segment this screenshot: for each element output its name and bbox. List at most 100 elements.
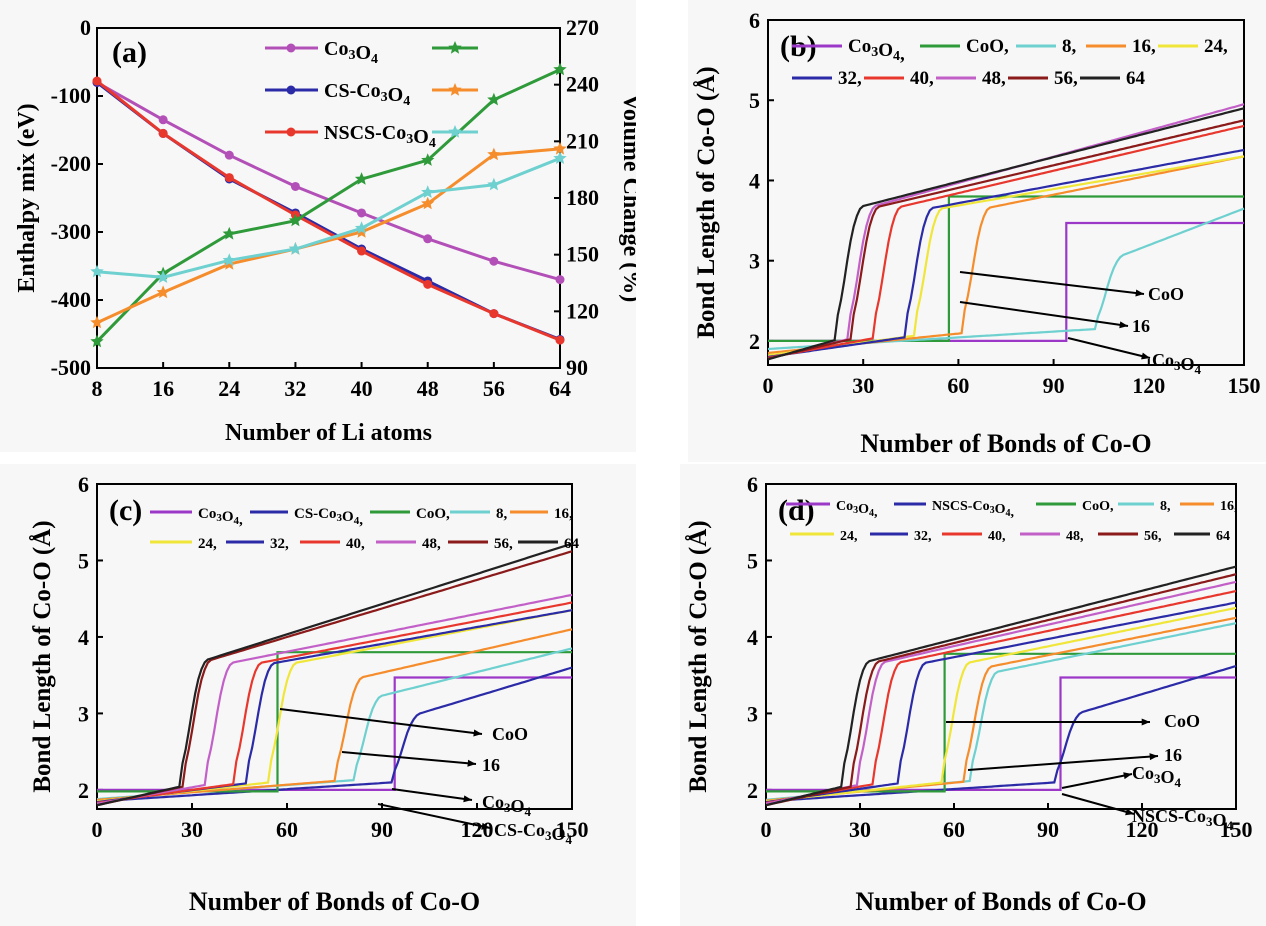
data-point bbox=[489, 256, 499, 266]
data-point bbox=[224, 173, 234, 183]
data-point bbox=[553, 151, 567, 164]
legend-label: 8, bbox=[1062, 36, 1077, 57]
y-tick-label: 4 bbox=[749, 168, 760, 193]
y-tick-label: -300 bbox=[51, 219, 91, 244]
legend-marker bbox=[286, 43, 296, 53]
y2-axis-title: Volume Change (%) bbox=[618, 94, 636, 302]
annotation-arrowhead bbox=[1119, 321, 1128, 329]
x-tick-label: 150 bbox=[556, 817, 589, 842]
annotation-arrowhead bbox=[467, 759, 476, 767]
y2-tick-label: 210 bbox=[566, 128, 599, 153]
y-tick-label: 4 bbox=[747, 625, 758, 650]
legend-label: 56, bbox=[1054, 68, 1078, 89]
legend-label: 48, bbox=[982, 68, 1006, 89]
x-tick-label: 40 bbox=[351, 376, 373, 401]
data-point bbox=[421, 185, 435, 198]
data-point bbox=[288, 242, 303, 255]
data-point bbox=[357, 246, 367, 256]
chart-c-svg: 0 30 60 90 120 150 2 3 4 5 6 Number of Bonds of Co-… bbox=[28, 472, 589, 916]
y-axis-title: Enthalpy mix (eV) bbox=[14, 103, 40, 292]
series-line bbox=[97, 676, 572, 791]
legend-label: 16, bbox=[554, 506, 573, 522]
data-point bbox=[553, 62, 567, 76]
x-tick-label: 90 bbox=[1037, 817, 1059, 842]
annotation-arrow bbox=[279, 708, 483, 735]
annotation-arrow bbox=[1067, 337, 1151, 359]
data-point bbox=[421, 153, 435, 166]
y-tick-label: 6 bbox=[749, 8, 760, 33]
plot-frame bbox=[765, 483, 1237, 810]
x-tick-label: 30 bbox=[852, 373, 874, 398]
x-tick-label: 60 bbox=[276, 817, 298, 842]
annotation-label: CoO bbox=[492, 724, 528, 744]
annotation-label: Co3O4 bbox=[1152, 350, 1202, 377]
data-point bbox=[90, 264, 104, 278]
y-tick-label: 5 bbox=[747, 548, 758, 573]
legend-label: 8, bbox=[496, 506, 508, 522]
data-point bbox=[421, 196, 435, 210]
y-axis-title: Bond Length of Co-O (Å) bbox=[684, 520, 712, 792]
legend-label: Co3O4 bbox=[324, 38, 378, 67]
legend-label: 48, bbox=[1066, 529, 1084, 544]
data-point bbox=[222, 226, 236, 240]
legend-label: 16, bbox=[1220, 499, 1238, 514]
legend-label: 64 bbox=[1126, 68, 1146, 89]
series-line bbox=[765, 565, 1237, 807]
annotation-label: NSCS-Co3O4 bbox=[1132, 806, 1234, 833]
y2-tick-label: 90 bbox=[566, 355, 588, 380]
data-point bbox=[156, 285, 170, 299]
legend-label: 16, bbox=[1132, 36, 1156, 57]
y-tick-label: 3 bbox=[78, 701, 89, 726]
legend-label: CS-Co3O4 bbox=[324, 80, 410, 109]
y-tick-label: -100 bbox=[51, 83, 91, 108]
legend-marker bbox=[286, 127, 296, 137]
data-point bbox=[92, 76, 102, 86]
y-tick-label: 4 bbox=[78, 625, 89, 650]
legend-label: CoO, bbox=[1082, 499, 1114, 514]
annotation-label: CoO bbox=[1148, 284, 1184, 304]
x-axis-title: Number of Bonds of Co-O bbox=[189, 887, 480, 916]
annotation-arrow bbox=[391, 788, 473, 801]
annotation-label: CoO bbox=[1164, 711, 1200, 731]
legend-label: 64 bbox=[564, 536, 580, 552]
annotation-label: 16 bbox=[482, 755, 500, 775]
y2-tick-label: 180 bbox=[566, 185, 599, 210]
series-line bbox=[767, 119, 1245, 360]
legend-label: 32, bbox=[838, 68, 862, 89]
data-point bbox=[90, 334, 104, 348]
y-tick-label: 2 bbox=[78, 778, 89, 803]
y-tick-label: 2 bbox=[747, 778, 758, 803]
legend-label: Co3O4, bbox=[198, 506, 243, 528]
annotation-arrowhead bbox=[1141, 718, 1150, 726]
x-tick-label: 0 bbox=[763, 373, 774, 398]
data-point bbox=[555, 335, 565, 345]
x-tick-label: 150 bbox=[1228, 373, 1261, 398]
panel-b: 0 30 60 90 120 150 2 3 4 5 6 Number of Bonds of Co-… bbox=[688, 0, 1266, 462]
legend-label: 8, bbox=[1160, 499, 1171, 514]
x-axis-title: Number of Bonds of Co-O bbox=[855, 887, 1146, 916]
y2-tick-label: 240 bbox=[566, 72, 599, 97]
legend-label: 24, bbox=[1204, 36, 1228, 57]
y-tick-label: 6 bbox=[747, 472, 758, 497]
panel-d: 0 30 60 90 120 150 2 3 4 5 6 Number of Bonds of Co-… bbox=[680, 464, 1266, 926]
annotation-label: CS-Co3O4 bbox=[494, 820, 573, 847]
data-point bbox=[423, 279, 433, 289]
x-tick-label: 150 bbox=[1220, 817, 1253, 842]
x-tick-label: 30 bbox=[849, 817, 871, 842]
series-line bbox=[766, 676, 1236, 791]
x-tick-label: 16 bbox=[152, 376, 174, 401]
x-tick-label: 30 bbox=[181, 817, 203, 842]
legend-marker bbox=[448, 125, 462, 138]
annotation-label: 16 bbox=[1164, 745, 1182, 765]
annotation-label: Co3O4 bbox=[482, 792, 532, 819]
x-tick-label: 24 bbox=[218, 376, 240, 401]
x-axis-title: Number of Bonds of Co-O bbox=[860, 429, 1151, 458]
series-line bbox=[767, 148, 1245, 359]
x-tick-label: 64 bbox=[549, 376, 571, 401]
series-line bbox=[96, 156, 561, 279]
legend-label: 32, bbox=[270, 536, 289, 552]
data-point bbox=[487, 177, 501, 191]
plot-frame bbox=[96, 27, 561, 369]
x-tick-label: 90 bbox=[371, 817, 393, 842]
y-tick-label: -400 bbox=[51, 287, 91, 312]
